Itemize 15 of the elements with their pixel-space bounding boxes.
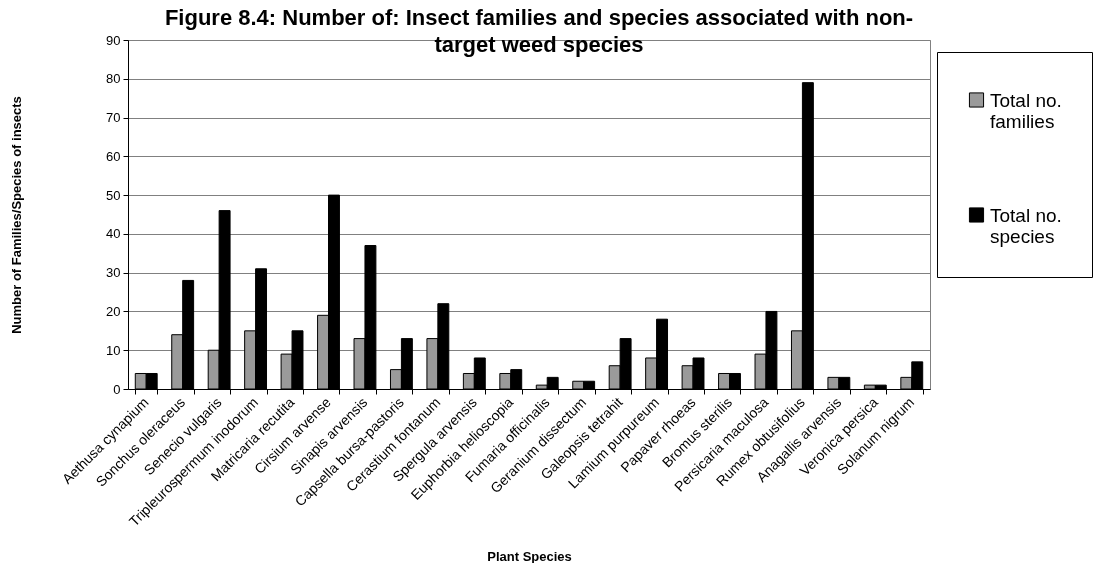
y-tick-label: 80 — [106, 71, 121, 87]
y-tick-label: 60 — [106, 148, 121, 164]
y-tick-label: 40 — [106, 226, 121, 242]
y-tick-label: 50 — [106, 187, 121, 203]
y-tick-label: 20 — [106, 303, 121, 319]
y-tick-label: 0 — [113, 381, 121, 397]
legend-label: Total no. families — [990, 89, 1062, 132]
y-tick-label: 10 — [106, 342, 121, 358]
y-tick-label: 70 — [106, 110, 121, 126]
x-axis-title: Plant Species — [487, 548, 572, 563]
y-axis-title: Number of Families/Species of insects — [8, 96, 24, 334]
chart-title: Figure 8.4: Number of: Insect families and species associated with non-target weed species — [164, 5, 914, 57]
legend-label: Total no. species — [990, 204, 1062, 247]
y-tick-label: 30 — [106, 265, 121, 281]
y-tick-label: 90 — [106, 32, 121, 48]
